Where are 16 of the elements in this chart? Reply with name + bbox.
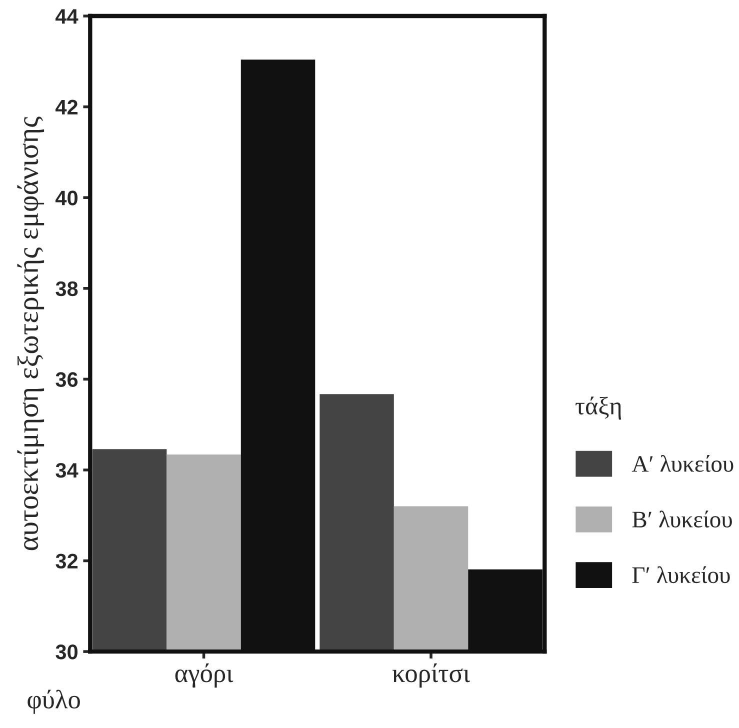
y-tick-label: 32 [56,554,78,569]
y-tick-label: 30 [56,644,78,660]
x-axis-title: φύλο [28,690,80,714]
y-tick-label: 40 [56,190,78,206]
y-tick-label: 38 [56,281,78,296]
y-tick-label: 42 [56,100,78,114]
legend-label: Γ′ λυκείου [632,566,730,584]
y-tick-label: 34 [56,462,78,478]
y-axis-title: αυτοεκτίμηση εξωτερικής εμφάνισης [17,116,44,550]
x-tick-label: κορίτσι [392,663,470,688]
y-tick-label: 44 [56,9,78,24]
x-tick-label: αγόρι [175,663,234,688]
legend-label: Α′ λυκείου [632,455,734,472]
legend-title: τάξη [576,396,622,420]
y-tick-label: 36 [56,372,78,387]
legend-label: Β′ λυκείου [632,510,732,528]
